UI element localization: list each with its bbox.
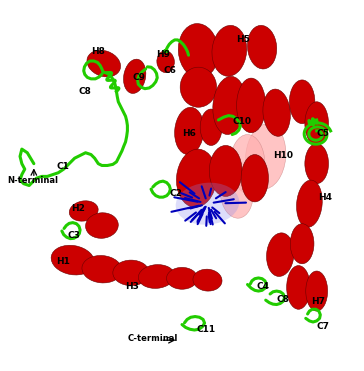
Text: C-terminal: C-terminal (127, 334, 178, 343)
Ellipse shape (246, 124, 286, 189)
Text: N-terminal: N-terminal (7, 175, 58, 185)
Ellipse shape (287, 266, 310, 309)
Ellipse shape (289, 80, 315, 124)
Ellipse shape (290, 224, 314, 264)
Ellipse shape (193, 269, 222, 291)
Ellipse shape (200, 109, 222, 145)
Ellipse shape (138, 265, 175, 288)
Text: H3: H3 (126, 282, 139, 291)
Text: C5: C5 (317, 129, 329, 138)
Ellipse shape (113, 260, 149, 286)
Text: H4: H4 (318, 193, 332, 202)
Ellipse shape (157, 51, 174, 73)
Ellipse shape (241, 155, 268, 202)
Text: H5: H5 (237, 35, 250, 44)
Ellipse shape (305, 144, 329, 184)
Ellipse shape (86, 213, 118, 238)
Ellipse shape (213, 76, 246, 134)
Ellipse shape (212, 25, 247, 76)
Text: H1: H1 (56, 257, 70, 266)
Text: C8: C8 (78, 88, 91, 96)
Ellipse shape (263, 89, 290, 136)
Ellipse shape (297, 180, 322, 227)
Ellipse shape (306, 271, 328, 311)
Ellipse shape (230, 135, 265, 193)
Ellipse shape (266, 233, 294, 276)
Text: C11: C11 (197, 325, 216, 334)
Text: H2: H2 (71, 204, 85, 213)
Ellipse shape (237, 78, 266, 133)
Text: C8: C8 (277, 295, 289, 304)
Text: H7: H7 (311, 297, 325, 306)
Text: H10: H10 (273, 151, 293, 160)
Ellipse shape (123, 59, 146, 93)
Text: H9: H9 (157, 50, 170, 59)
Ellipse shape (178, 24, 218, 78)
Text: C6: C6 (164, 66, 177, 75)
Text: C9: C9 (133, 73, 146, 82)
Ellipse shape (177, 149, 217, 207)
Text: C7: C7 (317, 322, 330, 331)
Ellipse shape (51, 245, 94, 275)
Text: C10: C10 (233, 117, 252, 127)
Ellipse shape (209, 145, 242, 196)
Ellipse shape (69, 201, 98, 221)
Text: C4: C4 (257, 282, 270, 291)
Ellipse shape (248, 25, 277, 69)
Ellipse shape (82, 256, 122, 283)
Ellipse shape (305, 102, 329, 145)
Ellipse shape (166, 267, 198, 289)
Text: H6: H6 (182, 129, 196, 138)
Text: C1: C1 (56, 162, 69, 171)
Text: C3: C3 (67, 231, 80, 240)
Ellipse shape (176, 183, 239, 225)
Ellipse shape (180, 67, 217, 107)
Ellipse shape (87, 50, 120, 77)
Ellipse shape (220, 167, 253, 218)
Ellipse shape (175, 107, 204, 154)
Text: C2: C2 (169, 190, 182, 198)
Text: H8: H8 (91, 47, 105, 56)
